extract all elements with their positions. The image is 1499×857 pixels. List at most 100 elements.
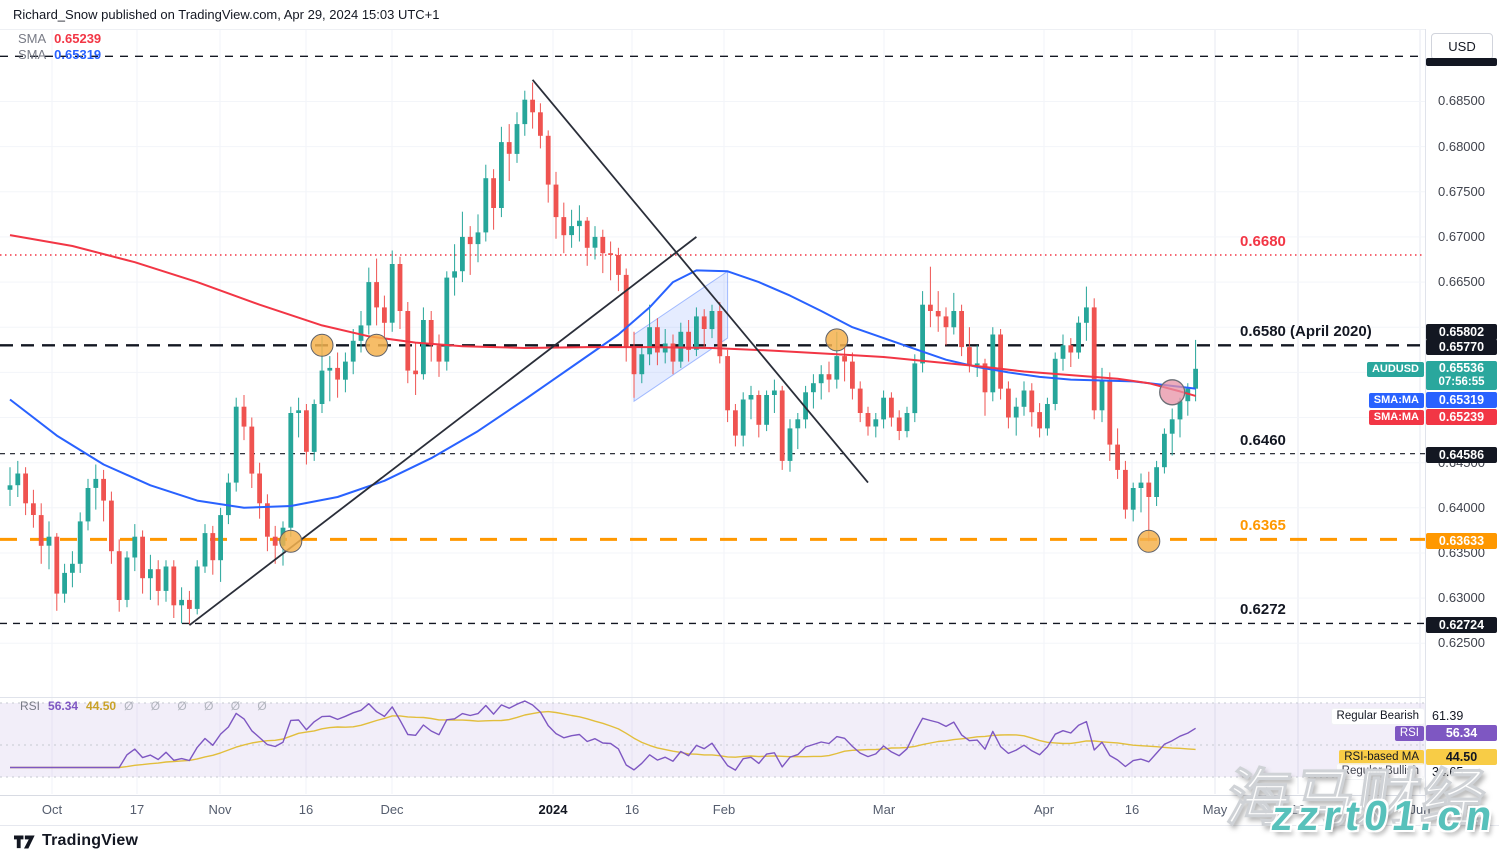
candle-body	[46, 536, 52, 546]
price-scale[interactable]	[1425, 29, 1499, 825]
candle-body	[70, 563, 75, 573]
header-divider	[0, 29, 1499, 30]
level-label: 0.6365	[1240, 517, 1286, 534]
rsi-scale-badge: 44.50	[1426, 749, 1497, 765]
rsi-scale-value: 34.65	[1432, 765, 1464, 779]
rsi-scale-badge: 56.34	[1426, 725, 1497, 741]
candle-body	[1107, 379, 1113, 445]
time-axis-label: Apr	[1033, 802, 1055, 817]
price-badge: 0.65770	[1426, 339, 1497, 355]
candle-body	[343, 361, 348, 380]
rsi-tag: Regular Bearish	[1331, 708, 1424, 724]
candle-body	[538, 112, 543, 136]
highlight-circle-pink	[1159, 379, 1186, 406]
price-badge: 0.63633	[1426, 533, 1497, 549]
candle-body	[382, 307, 387, 323]
candle-body	[1185, 388, 1191, 402]
candle-body	[795, 419, 801, 429]
price-badge: 0.65319	[1426, 392, 1497, 408]
time-axis-label: 16	[1124, 802, 1140, 817]
sma-line	[9, 269, 1196, 509]
highlight-circle	[1137, 529, 1161, 553]
candle-body	[1169, 419, 1175, 434]
candle-body	[1123, 469, 1128, 510]
candle-body	[686, 331, 691, 350]
time-axis-label: Dec	[380, 802, 404, 817]
candle-body	[93, 478, 99, 488]
candle-body	[421, 320, 426, 375]
price-tick: 0.67500	[1438, 184, 1485, 199]
candle-body	[77, 521, 83, 564]
candle-body	[787, 428, 793, 461]
candle-body	[561, 217, 567, 236]
candle-body	[311, 404, 317, 452]
candle-body	[1052, 358, 1058, 404]
level-label: 0.6580 (April 2020)	[1240, 323, 1372, 340]
currency-toggle-button[interactable]: USD	[1431, 33, 1493, 60]
candle-body	[1115, 444, 1120, 470]
candle-body	[1138, 482, 1144, 488]
price-badge: 0.65239	[1426, 409, 1497, 425]
time-axis-label: 16	[298, 802, 314, 817]
candle-body	[194, 566, 200, 609]
candle-body	[319, 370, 325, 404]
candle-body	[249, 426, 255, 474]
price-badge: 0.65536 07:56:55	[1426, 360, 1497, 390]
candle-body	[1146, 482, 1152, 497]
series-tag: AUDUSD	[1366, 361, 1424, 377]
level-label: 0.6272	[1240, 601, 1286, 618]
candle-body	[163, 566, 169, 591]
level-label: 0.6460	[1240, 432, 1286, 449]
candle-body	[335, 367, 340, 380]
candle-body	[1130, 488, 1136, 510]
candle-body	[483, 178, 489, 233]
price-tick: 0.68500	[1438, 93, 1485, 108]
candle-body	[998, 334, 1003, 389]
time-axis-label: Oct	[41, 802, 63, 817]
candle-body	[475, 232, 481, 245]
candle-body	[226, 482, 231, 516]
candle-body	[709, 311, 715, 330]
rsi-tag: RSI	[1394, 725, 1424, 741]
time-axis-label: Feb	[712, 802, 736, 817]
candle-body	[218, 515, 223, 561]
candle-body	[210, 533, 216, 561]
candle-body	[15, 473, 21, 486]
candle-body	[803, 392, 808, 420]
candle-body	[1013, 406, 1019, 418]
time-axis-label: 2024	[538, 802, 568, 817]
candle-body	[304, 410, 309, 452]
candle-body	[951, 311, 957, 328]
candle-body	[62, 572, 67, 594]
candle-body	[187, 599, 192, 609]
price-tick: 0.66500	[1438, 274, 1485, 289]
rsi-band	[0, 703, 1425, 777]
candle-body	[1154, 467, 1159, 497]
candle-body	[7, 485, 13, 490]
candle-body	[577, 220, 582, 227]
candle-body	[491, 178, 496, 208]
rsi-tag: Regular Bullish	[1336, 763, 1424, 779]
candle-body	[467, 236, 473, 245]
price-badge	[1426, 58, 1497, 66]
price-badge: 0.62724	[1426, 617, 1497, 633]
candle-body	[257, 473, 262, 504]
candle-body	[241, 406, 247, 427]
candle-body	[101, 478, 106, 501]
highlight-circle	[279, 529, 303, 553]
sma-blue-row: SMA 0.65319	[18, 47, 101, 63]
candle-body	[85, 488, 91, 522]
price-badge: 0.65802	[1426, 324, 1497, 340]
price-tick: 0.67000	[1438, 229, 1485, 244]
candle-body	[842, 356, 847, 362]
price-tick: 0.63500	[1438, 545, 1485, 560]
candle-body	[639, 354, 645, 375]
candle-body	[140, 536, 145, 579]
candle-body	[896, 417, 902, 431]
candle-body	[499, 142, 504, 208]
tradingview-brand-link[interactable]: TradingView	[14, 832, 138, 850]
candle-body	[779, 390, 785, 461]
series-tag: SMA:MA	[1368, 392, 1424, 408]
candle-body	[428, 320, 434, 346]
